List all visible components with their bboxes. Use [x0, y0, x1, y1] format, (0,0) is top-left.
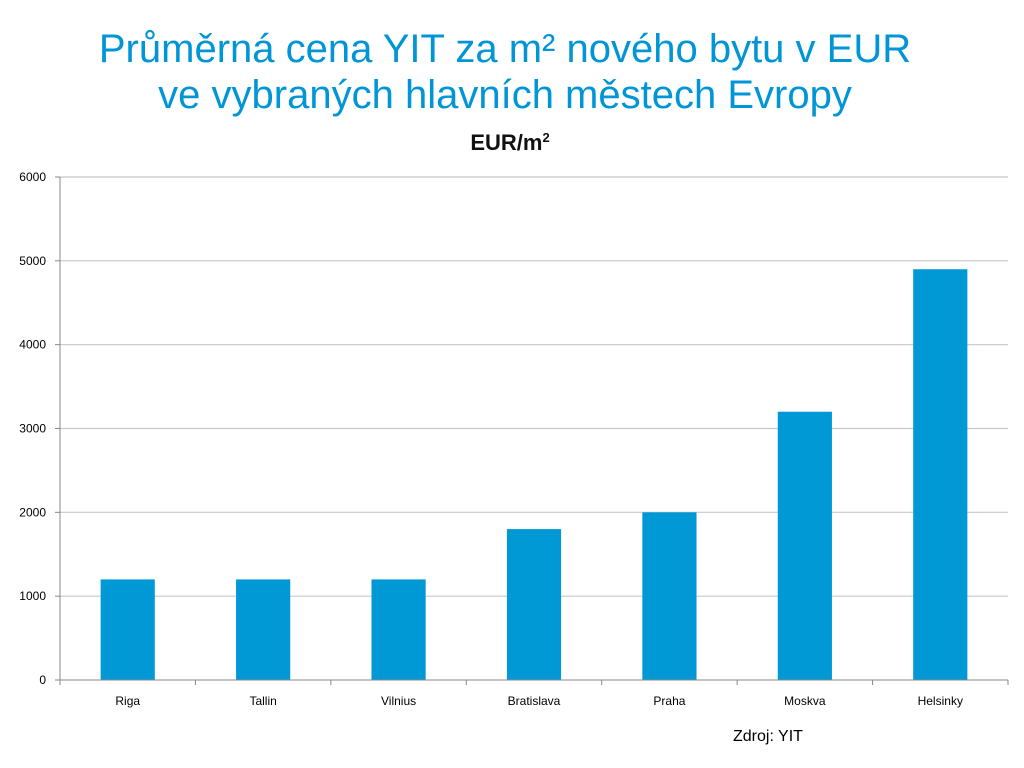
y-tick-label: 1000 [19, 589, 46, 603]
axes [55, 176, 1009, 685]
x-tick-label: Bratislava [508, 694, 561, 708]
bar-vilnius [371, 579, 426, 680]
y-tick-label: 5000 [19, 254, 46, 268]
slide-title-line-2: ve vybraných hlavních městech Evropy [158, 73, 852, 117]
bar-bratislava [506, 529, 562, 680]
y-axis-tick-labels: 0 1000 2000 3000 4000 5000 6000 [19, 170, 46, 687]
x-tick-label: Praha [653, 694, 685, 708]
chart-title-superscript: 2 [542, 130, 550, 145]
bar-riga [100, 579, 155, 680]
y-tick-label: 2000 [19, 505, 46, 519]
slide-title: Průměrná cena YIT za m² nového bytu v EU… [0, 26, 1010, 118]
x-tick-label: Riga [115, 694, 140, 708]
slide-title-line-1: Průměrná cena YIT za m² nového bytu v EU… [98, 27, 912, 71]
y-tick-label: 0 [39, 673, 46, 687]
chart-title-text: EUR/m [470, 130, 543, 155]
bars [100, 269, 968, 680]
x-tick-label: Moskva [784, 694, 826, 708]
bar-tallin [236, 579, 291, 680]
bar-helsinky [913, 269, 968, 680]
x-tick-label: Vilnius [381, 694, 416, 708]
bar-moskva [777, 411, 832, 680]
y-tick-label: 6000 [19, 170, 46, 184]
chart-title: EUR/m2 [0, 130, 1020, 156]
source-note: Zdroj: YIT [733, 728, 803, 745]
bar-praha [642, 512, 697, 680]
x-tick-label: Helsinky [918, 694, 963, 708]
x-axis-tick-labels: Riga Tallin Vilnius Bratislava Praha Moskva He… [115, 694, 963, 708]
y-tick-label: 4000 [19, 338, 46, 352]
y-tick-label: 3000 [19, 422, 46, 436]
x-tick-label: Tallin [249, 694, 276, 708]
